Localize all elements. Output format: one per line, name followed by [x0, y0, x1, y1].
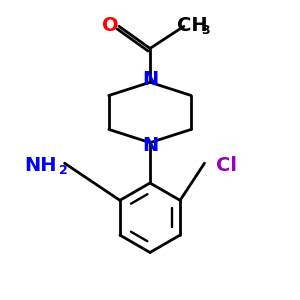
Text: N: N — [142, 70, 158, 89]
Text: N: N — [142, 136, 158, 155]
Text: CH: CH — [177, 16, 207, 35]
Text: NH: NH — [25, 156, 57, 175]
Text: O: O — [102, 16, 119, 35]
Text: Cl: Cl — [216, 156, 237, 175]
Text: 2: 2 — [59, 164, 68, 177]
Text: 3: 3 — [201, 24, 209, 37]
